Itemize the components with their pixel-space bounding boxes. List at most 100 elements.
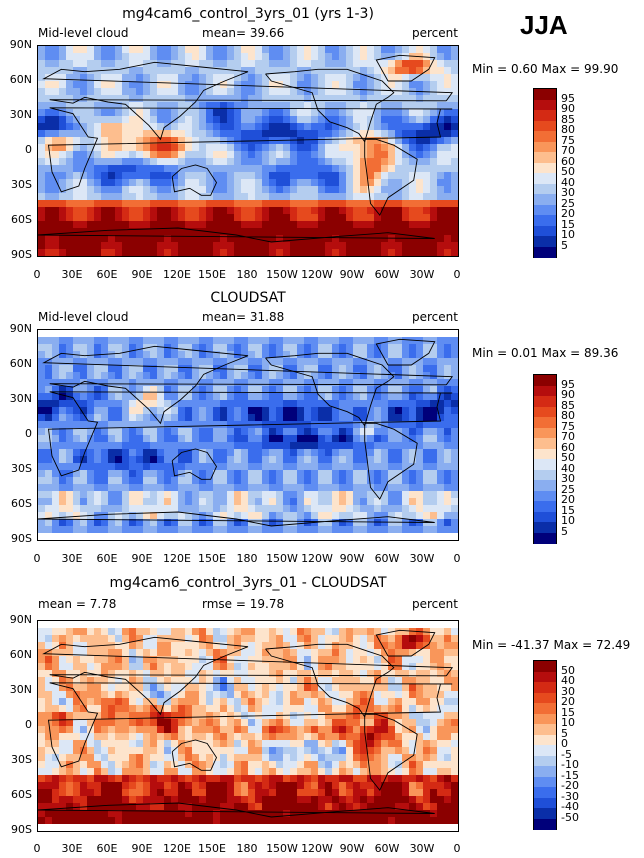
colorbar-swatch bbox=[534, 204, 556, 216]
lat-tick-label: 30N bbox=[9, 392, 32, 405]
lat-tick-label: 30S bbox=[11, 462, 32, 475]
lon-tick-label: 30W bbox=[409, 552, 435, 565]
colorbar-swatch bbox=[534, 99, 556, 111]
colorbar-label: 25 bbox=[561, 196, 575, 210]
lon-tick-label: 0 bbox=[453, 268, 461, 281]
colorbar-label: 5 bbox=[561, 238, 568, 252]
colorbar-swatch bbox=[534, 703, 556, 714]
panel-1-map bbox=[37, 45, 459, 257]
lon-tick-label: 30W bbox=[409, 842, 435, 855]
coastline bbox=[265, 643, 395, 718]
lat-tick-label: 60S bbox=[11, 497, 32, 510]
colorbar-label: 80 bbox=[561, 409, 575, 422]
colorbar-label: -10 bbox=[561, 758, 579, 771]
lon-tick-label: 30E bbox=[61, 552, 83, 565]
colorbar-label: 10 bbox=[561, 228, 575, 241]
colorbar-label: 20 bbox=[561, 493, 575, 506]
colorbar-swatch bbox=[534, 745, 556, 756]
panel-3-right-text: percent bbox=[412, 597, 458, 611]
lon-tick-label: 60E bbox=[96, 842, 118, 855]
colorbar-swatch bbox=[534, 396, 556, 407]
colorbar-swatch bbox=[534, 236, 556, 247]
lon-tick-label: 180 bbox=[236, 552, 258, 565]
colorbar-label: 60 bbox=[561, 154, 575, 168]
colorbar-swatch bbox=[534, 469, 556, 481]
lon-tick-label: 60W bbox=[374, 552, 400, 565]
coastline bbox=[375, 54, 436, 82]
coastline bbox=[47, 391, 453, 477]
lon-tick-label: 90E bbox=[131, 268, 153, 281]
lon-tick-label: 120E bbox=[163, 268, 191, 281]
coastline bbox=[42, 61, 454, 141]
lon-tick-label: 0 bbox=[33, 268, 41, 281]
panel-1-minmax: Min = 0.60 Max = 99.90 bbox=[472, 62, 619, 76]
colorbar-swatch bbox=[534, 671, 556, 683]
coastline bbox=[364, 422, 418, 501]
panel-1-title: mg4cam6_control_3yrs_01 (yrs 1-3) bbox=[122, 6, 374, 22]
colorbar-label: 50 bbox=[561, 165, 575, 178]
coastline bbox=[38, 511, 435, 527]
colorbar-label: -30 bbox=[561, 789, 579, 803]
colorbar-swatch bbox=[534, 818, 556, 830]
colorbar-label: -5 bbox=[561, 747, 572, 761]
lon-tick-label: 30W bbox=[409, 268, 435, 281]
coastline bbox=[171, 448, 218, 480]
lat-tick-label: 60N bbox=[9, 648, 32, 661]
lon-tick-label: 0 bbox=[33, 552, 41, 565]
coastline bbox=[38, 802, 435, 818]
colorbar-label: 15 bbox=[561, 217, 575, 231]
lat-tick-label: 30S bbox=[11, 178, 32, 191]
lat-tick-label: 90S bbox=[11, 248, 32, 261]
lon-tick-label: 180 bbox=[236, 842, 258, 855]
lon-tick-label: 180 bbox=[236, 268, 258, 281]
colorbar-swatch bbox=[534, 110, 556, 121]
panel-2-left-text: Mid-level cloud bbox=[38, 310, 129, 324]
coastline bbox=[364, 713, 418, 792]
panel-2-minmax: Min = 0.01 Max = 89.36 bbox=[472, 346, 619, 360]
colorbar-label: 90 bbox=[561, 388, 575, 401]
lon-tick-label: 150E bbox=[198, 268, 226, 281]
colorbar-swatch bbox=[534, 406, 556, 418]
colorbar-swatch bbox=[534, 480, 556, 491]
colorbar-swatch bbox=[534, 385, 556, 397]
colorbar-swatch bbox=[534, 797, 556, 809]
colorbar-swatch bbox=[534, 501, 556, 512]
colorbar-label: -20 bbox=[561, 779, 579, 792]
colorbar-swatch bbox=[534, 724, 556, 735]
colorbar-swatch bbox=[534, 522, 556, 533]
lat-tick-label: 60N bbox=[9, 73, 32, 86]
colorbar-label: 60 bbox=[561, 440, 575, 454]
panel-1-right-text: percent bbox=[412, 26, 458, 40]
panel-2-title: CLOUDSAT bbox=[210, 290, 286, 306]
colorbar-swatch bbox=[534, 808, 556, 819]
colorbar-swatch bbox=[534, 713, 556, 725]
colorbar-swatch bbox=[534, 427, 556, 439]
coastline bbox=[375, 338, 436, 366]
colorbar-label: 50 bbox=[561, 663, 575, 677]
lon-tick-label: 0 bbox=[33, 842, 41, 855]
colorbar-swatch bbox=[534, 490, 556, 502]
lon-tick-label: 120E bbox=[163, 552, 191, 565]
panel-3-minmax: Min = -41.37 Max = 72.49 bbox=[472, 638, 631, 652]
colorbar-swatch bbox=[534, 225, 556, 237]
lon-tick-label: 60E bbox=[96, 268, 118, 281]
coastline bbox=[171, 739, 218, 771]
lat-tick-label: 30N bbox=[9, 108, 32, 121]
colorbar-label: 0 bbox=[561, 737, 568, 750]
colorbar-label: 10 bbox=[561, 716, 575, 729]
panel-3-center-text: rmse = 19.78 bbox=[202, 597, 285, 611]
colorbar-swatch bbox=[534, 215, 556, 226]
colorbar-swatch bbox=[534, 162, 556, 174]
panel-1-colorbar bbox=[533, 88, 557, 258]
colorbar-label: 50 bbox=[561, 451, 575, 464]
colorbar-swatch bbox=[534, 459, 556, 470]
colorbar-swatch bbox=[534, 766, 556, 777]
panel-3-colorbar bbox=[533, 660, 557, 830]
lon-tick-label: 150E bbox=[198, 552, 226, 565]
coastline bbox=[42, 636, 454, 716]
colorbar-label: 90 bbox=[561, 102, 575, 115]
colorbar-label: -50 bbox=[561, 810, 579, 824]
colorbar-swatch bbox=[534, 152, 556, 163]
colorbar-swatch bbox=[534, 734, 556, 746]
colorbar-swatch bbox=[534, 532, 556, 544]
